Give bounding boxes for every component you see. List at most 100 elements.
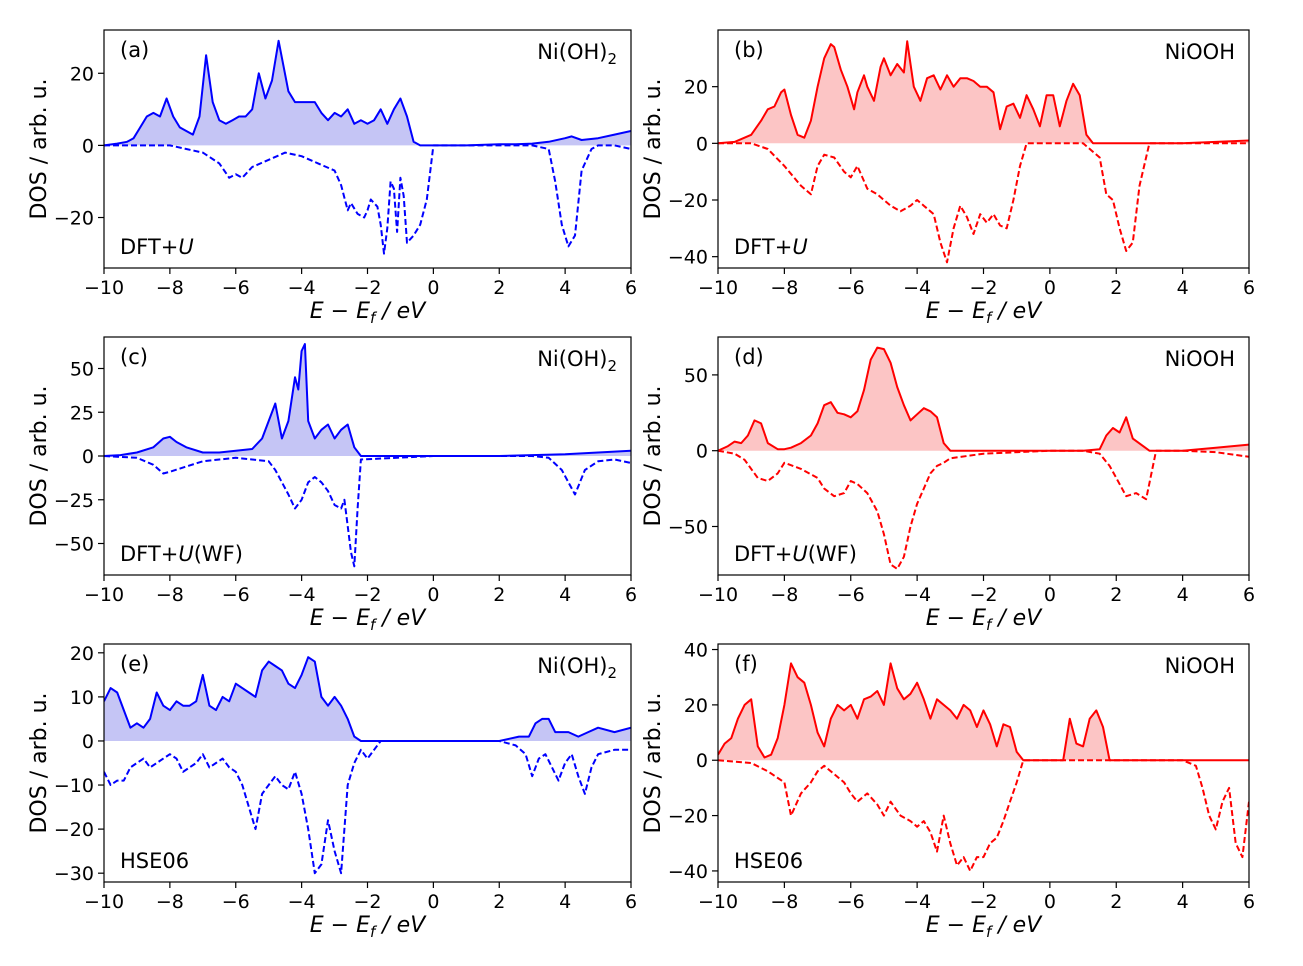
spin-up-line-5: [718, 662, 1249, 762]
x-tick-label: 0: [427, 584, 439, 606]
x-tick-label: 6: [1243, 891, 1255, 913]
x-tick-label: 6: [625, 584, 637, 606]
material-label: NiOOH: [1165, 654, 1235, 678]
x-tick-label: −4: [903, 277, 931, 299]
y-tick-label: −20: [668, 806, 708, 828]
y-tick-label: −20: [54, 819, 94, 841]
y-axis-label: DOS / arb. u.: [27, 692, 52, 833]
y-tick-label: −20: [668, 190, 708, 212]
x-axis-label: E − Ef / eV: [310, 913, 427, 941]
panel-label: (e): [120, 652, 149, 676]
y-tick-label: 0: [696, 441, 708, 463]
x-tick-label: 4: [1177, 277, 1189, 299]
x-tick-label: −2: [353, 584, 381, 606]
y-tick-label: 0: [82, 446, 94, 468]
x-tick-label: −6: [222, 891, 250, 913]
x-tick-label: 2: [1110, 891, 1122, 913]
x-tick-label: −2: [969, 277, 997, 299]
y-axis-label: DOS / arb. u.: [27, 385, 52, 526]
y-tick-label: −30: [54, 863, 94, 885]
x-axis-label: E − Ef / eV: [926, 913, 1043, 941]
x-tick-label: 0: [1044, 584, 1056, 606]
method-label: HSE06: [734, 849, 803, 873]
material-label: NiOOH: [1165, 347, 1235, 371]
x-tick-label: −6: [837, 277, 865, 299]
y-axis-label: DOS / arb. u.: [641, 692, 666, 833]
x-tick-label: −2: [969, 891, 997, 913]
dos-fill-4: [104, 657, 631, 741]
x-axis-label: E − Ef / eV: [310, 606, 427, 634]
method-label: DFT+U: [120, 235, 194, 259]
x-tick-label: −8: [156, 277, 184, 299]
y-axis-label: DOS / arb. u.: [27, 78, 52, 219]
axes-frame-3: [717, 336, 1250, 576]
x-tick-label: 4: [559, 584, 571, 606]
x-tick-label: −2: [353, 277, 381, 299]
x-tick-label: −8: [156, 584, 184, 606]
x-tick-label: 6: [625, 891, 637, 913]
spin-up-line-1: [718, 40, 1249, 145]
y-tick-label: −50: [54, 534, 94, 556]
x-tick-label: 2: [493, 584, 505, 606]
y-tick-label: 0: [696, 133, 708, 155]
x-tick-label: 6: [1243, 584, 1255, 606]
spin-down-line-2: [104, 455, 631, 568]
axes-frame-4: [103, 643, 632, 883]
y-tick-label: 50: [684, 365, 708, 387]
material-label: NiOOH: [1165, 40, 1235, 64]
x-tick-label: −4: [288, 891, 316, 913]
spin-up-line-4: [104, 656, 631, 742]
spin-up-line-3: [718, 346, 1249, 452]
x-axis-label: E − Ef / eV: [926, 606, 1043, 634]
y-tick-label: 0: [82, 731, 94, 753]
panel-label: (d): [734, 345, 764, 369]
x-tick-label: 4: [1177, 584, 1189, 606]
x-tick-label: −6: [222, 584, 250, 606]
x-tick-label: −4: [288, 277, 316, 299]
x-tick-label: 6: [1243, 277, 1255, 299]
x-tick-label: 2: [493, 277, 505, 299]
method-label: DFT+U(WF): [120, 542, 243, 566]
x-tick-label: 2: [493, 891, 505, 913]
x-tick-label: −6: [222, 277, 250, 299]
spin-up-line-2: [104, 343, 631, 457]
material-label: Ni(OH)2: [537, 40, 617, 68]
y-tick-label: 0: [696, 750, 708, 772]
y-axis-label: DOS / arb. u.: [641, 385, 666, 526]
spin-down-line-0: [104, 144, 631, 255]
x-tick-label: −10: [698, 891, 738, 913]
axes-frame-1: [717, 29, 1250, 269]
panel-label: (b): [734, 38, 764, 62]
x-tick-label: 0: [1044, 277, 1056, 299]
method-label: DFT+U(WF): [734, 542, 857, 566]
spin-up-line-0: [104, 39, 631, 147]
y-tick-label: 25: [70, 402, 94, 424]
y-tick-label: −40: [668, 861, 708, 883]
y-tick-label: −40: [668, 247, 708, 269]
x-tick-label: 4: [1177, 891, 1189, 913]
spin-down-line-4: [104, 740, 631, 875]
y-tick-label: −25: [54, 490, 94, 512]
x-tick-label: −10: [698, 277, 738, 299]
dos-panel-3: −10 −8 −6 −4 −2 0 2 4 6 −50 0 50 DOS / arb. u. E − Ef…: [641, 336, 1255, 634]
panel-label: (a): [120, 38, 149, 62]
dos-fill-1: [718, 41, 1249, 144]
x-axis-label: E − Ef / eV: [310, 299, 427, 327]
y-tick-label: −20: [54, 208, 94, 230]
x-tick-label: 0: [427, 891, 439, 913]
spin-down-line-1: [718, 142, 1249, 264]
method-label: HSE06: [120, 849, 189, 873]
y-tick-label: 20: [684, 695, 708, 717]
y-tick-label: 20: [70, 63, 94, 85]
x-tick-label: −6: [837, 584, 865, 606]
y-tick-label: 40: [684, 640, 708, 662]
y-tick-label: −10: [54, 775, 94, 797]
x-axis-label: E − Ef / eV: [926, 299, 1043, 327]
x-tick-label: −2: [969, 584, 997, 606]
y-tick-label: −50: [668, 516, 708, 538]
dos-fill-3: [718, 347, 1249, 451]
material-label: Ni(OH)2: [537, 347, 617, 375]
